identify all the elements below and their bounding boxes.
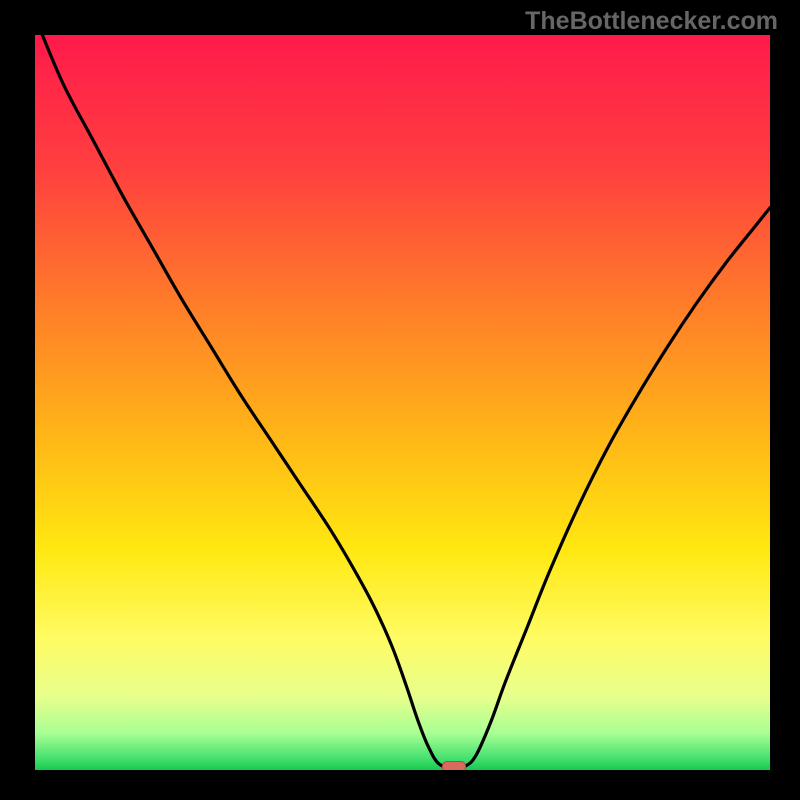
plot-area xyxy=(35,35,770,770)
watermark-text: TheBottlenecker.com xyxy=(525,7,778,36)
chart-stage: TheBottlenecker.com xyxy=(0,0,800,800)
minimum-marker xyxy=(442,761,466,770)
bottleneck-curve xyxy=(35,35,770,770)
